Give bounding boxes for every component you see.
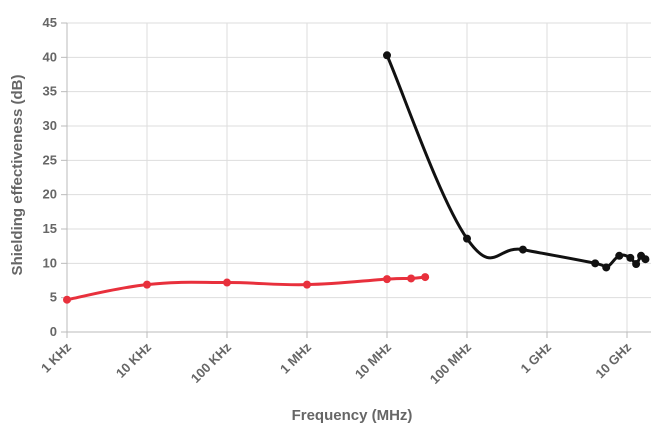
y-tick-label: 0 [50,324,57,339]
data-point [303,280,311,289]
data-point [602,263,611,272]
y-axis-ticks: 0 5 10 15 20 25 30 35 40 45 [43,15,57,339]
grid [61,22,651,338]
data-point [591,259,600,268]
data-point [518,245,527,254]
y-tick-label: 35 [43,84,57,99]
x-tick-label: 10 GHz [592,339,634,381]
x-tick-label: 10 KHz [113,339,155,381]
data-point [421,273,430,282]
data-point [407,274,416,283]
data-point [383,51,391,60]
data-point [143,280,151,289]
y-tick-label: 45 [43,15,57,30]
y-tick-label: 40 [43,49,57,64]
y-tick-label: 20 [43,187,57,202]
series-line-2 [385,53,647,270]
series-points [63,51,650,304]
x-tick-label: 100 KHz [188,339,235,386]
data-point [383,275,391,284]
data-point [463,234,471,243]
x-tick-label: 100 MHz [427,339,475,387]
data-point [615,251,624,260]
y-axis-title: Shielding effectiveness (dB) [9,75,26,276]
y-tick-label: 5 [50,290,57,305]
data-point [63,295,71,304]
series-line-1 [65,275,427,302]
y-tick-label: 30 [43,118,57,133]
x-tick-label: 1 MHz [277,339,315,377]
data-point [626,253,635,262]
y-tick-label: 10 [43,255,57,270]
x-tick-label: 1 KHz [38,339,74,375]
x-tick-label: 10 MHz [352,339,395,382]
data-point [632,260,641,269]
y-tick-label: 25 [43,152,57,167]
data-point [223,278,231,287]
x-tick-label: 1 GHz [517,339,554,376]
x-axis-title: Frequency (MHz) [292,407,413,424]
x-axis-ticks: 1 KHz 10 KHz 100 KHz 1 MHz 10 MHz 100 MHz 1 GH… [38,339,634,387]
data-point [641,255,650,264]
y-tick-label: 15 [43,221,57,236]
